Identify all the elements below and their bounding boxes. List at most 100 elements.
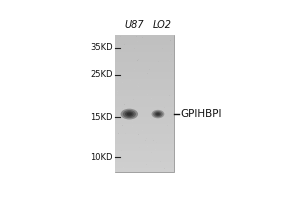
Bar — [142, 41, 143, 42]
Bar — [171, 54, 172, 55]
Bar — [116, 113, 173, 117]
Bar — [116, 131, 173, 134]
Bar — [173, 95, 174, 96]
Bar — [119, 41, 120, 42]
Bar — [116, 89, 173, 93]
Bar — [137, 41, 138, 42]
Bar — [133, 99, 134, 100]
Bar — [116, 117, 173, 120]
Bar — [116, 137, 173, 141]
Bar — [116, 168, 173, 172]
Bar — [155, 118, 156, 119]
Bar — [151, 122, 152, 123]
Bar — [122, 82, 123, 83]
Bar — [116, 161, 173, 165]
Bar — [130, 80, 131, 81]
Bar — [165, 137, 166, 138]
Bar — [123, 167, 124, 168]
Bar — [134, 48, 135, 49]
Bar — [116, 62, 173, 66]
Bar — [116, 148, 173, 151]
Bar — [116, 158, 173, 162]
Bar — [116, 141, 173, 144]
Bar — [116, 65, 173, 69]
Bar — [116, 120, 173, 124]
Ellipse shape — [156, 113, 160, 115]
Bar — [168, 123, 169, 124]
Bar — [126, 132, 127, 133]
Bar — [169, 60, 170, 61]
Bar — [117, 39, 118, 40]
Bar — [170, 40, 171, 41]
Bar — [116, 48, 173, 52]
Bar — [116, 103, 173, 107]
Bar — [150, 74, 151, 75]
Bar — [151, 152, 152, 153]
Bar — [116, 155, 173, 158]
Bar — [116, 79, 173, 83]
Bar — [170, 146, 171, 147]
Bar — [169, 95, 170, 96]
Bar — [134, 69, 135, 70]
Bar — [116, 44, 117, 45]
Text: 25KD: 25KD — [91, 70, 113, 79]
Bar — [116, 55, 173, 59]
Text: U87: U87 — [124, 20, 144, 30]
Bar — [116, 144, 173, 148]
Bar — [122, 108, 123, 109]
Ellipse shape — [121, 109, 138, 119]
Bar — [152, 160, 153, 161]
Bar — [124, 128, 125, 129]
Bar — [116, 41, 173, 45]
Bar — [116, 107, 117, 108]
Bar — [116, 100, 173, 103]
Bar — [128, 39, 129, 40]
Bar — [152, 125, 153, 126]
Bar — [120, 36, 121, 37]
Bar — [116, 59, 173, 62]
Bar — [116, 83, 173, 86]
Ellipse shape — [155, 112, 161, 116]
Bar — [162, 82, 163, 83]
Bar — [137, 85, 138, 86]
Bar — [136, 36, 137, 37]
Bar — [137, 60, 138, 61]
Bar — [122, 49, 123, 50]
Bar — [164, 107, 165, 108]
Bar — [146, 164, 147, 165]
Bar — [116, 35, 173, 38]
Bar — [138, 134, 139, 135]
Bar — [139, 147, 140, 148]
Ellipse shape — [153, 111, 163, 117]
Bar — [145, 98, 146, 99]
Bar — [116, 72, 173, 76]
Bar — [138, 83, 139, 84]
Bar — [167, 125, 168, 126]
Text: 10KD: 10KD — [91, 153, 113, 162]
Ellipse shape — [127, 112, 132, 116]
Bar — [116, 45, 173, 48]
Bar — [147, 146, 148, 147]
Bar — [116, 35, 173, 172]
Bar — [145, 138, 146, 139]
Bar — [171, 70, 172, 71]
Bar — [116, 127, 173, 131]
Bar — [142, 130, 143, 131]
Bar — [145, 87, 146, 88]
Bar — [116, 124, 173, 127]
Bar — [120, 99, 121, 100]
Bar — [118, 98, 119, 99]
Bar — [116, 155, 117, 156]
Bar — [170, 118, 171, 119]
Bar — [165, 112, 166, 113]
Bar — [158, 61, 159, 62]
Bar — [117, 91, 118, 92]
Bar — [162, 48, 163, 49]
Bar — [123, 150, 124, 151]
Bar — [151, 157, 152, 158]
Bar — [171, 88, 172, 89]
Bar — [146, 138, 147, 139]
Text: 15KD: 15KD — [91, 113, 113, 122]
Bar — [144, 106, 145, 107]
Bar — [152, 138, 153, 139]
